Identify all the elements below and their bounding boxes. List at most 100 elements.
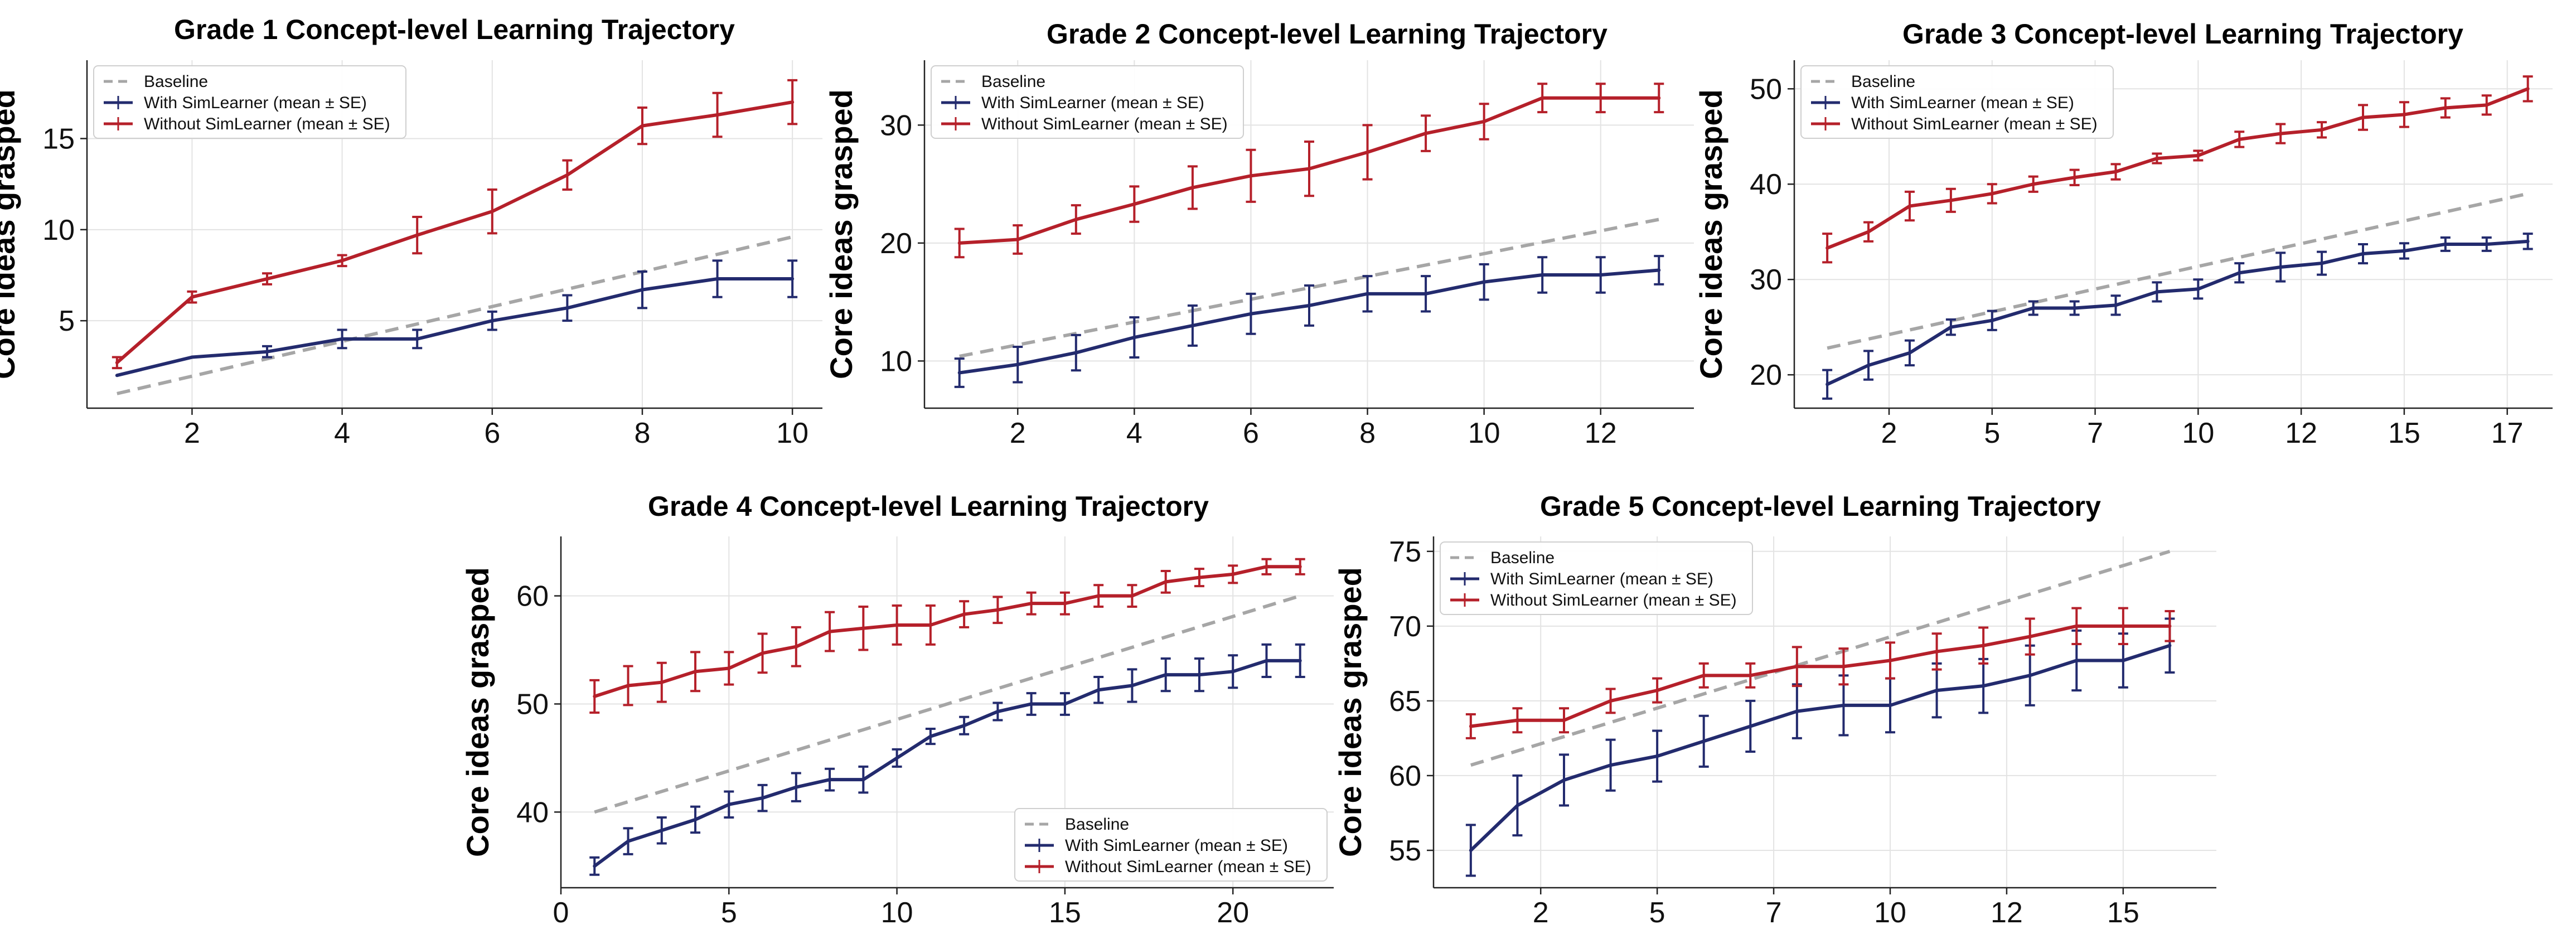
without-simlearner-point [2402,113,2406,117]
with-simlearner-point [1842,703,1846,707]
with-simlearner-point [791,277,795,281]
chart-panel-grade-1: 2 4 6 8 10 5 10 15 Grade 1 Concept-level Learnin… [0,14,822,449]
without-simlearner-point [1826,246,1829,250]
legend-label: With SimLearner (mean ± SE) [144,94,367,112]
without-simlearner-point [794,645,798,649]
legend: Baseline With SimLearner (mean ± SE) Witho… [931,65,1244,139]
chart-panel-grade-4: 0 5 10 15 20 40 50 60 Grade 4 Concept-level Lear… [460,491,1334,929]
without-simlearner-point [490,210,494,214]
with-simlearner-point [2155,290,2159,294]
without-simlearner-point [2238,137,2241,141]
legend-label: With SimLearner (mean ± SE) [981,94,1204,112]
with-simlearner-point [415,337,419,341]
baseline-line [117,235,793,395]
without-simlearner-point [1599,96,1602,100]
without-simlearner-point [1097,594,1101,598]
with-simlearner-point [895,756,899,760]
x-tick-label: 6 [484,417,500,449]
without-simlearner-point [1935,650,1939,654]
with-simlearner-point [2443,242,2447,246]
without-simlearner-line [594,565,1300,698]
with-simlearner-point [861,778,865,782]
without-simlearner-point [996,608,1000,612]
with-simlearner-point [340,337,344,341]
without-simlearner-point [2031,182,2035,186]
without-simlearner-point [115,361,119,365]
legend-label: With SimLearner (mean ± SE) [1851,94,2074,112]
with-simlearner-point [1249,312,1253,316]
baseline-line [594,594,1301,814]
legend-box [93,65,406,139]
with-simlearner-point [2114,303,2118,307]
without-simlearner-point [1702,674,1706,677]
chart-panel-grade-2: 2 4 6 8 10 12 10 20 30 Grade 2 Concept-level Lear… [824,18,1694,449]
without-simlearner-point [565,173,569,177]
with-simlearner-point [593,864,597,868]
with-simlearner-point [2028,674,2032,677]
with-simlearner-point [1164,673,1168,677]
without-simlearner-point [895,623,899,627]
with-simlearner-point [1949,325,1953,329]
with-simlearner-point [715,277,719,281]
without-simlearner-point [1029,602,1033,606]
without-simlearner-point [727,666,731,670]
without-simlearner-point [957,241,961,245]
without-simlearner-point [1298,565,1302,569]
without-simlearner-point [1949,199,1953,202]
y-tick-label: 15 [42,123,75,155]
x-tick-label: 4 [334,417,350,449]
chart-panel-grade-3: 2 5 7 10 12 15 17 20 30 40 50 Grade 3 Concept-level… [1693,18,2553,449]
without-simlearner-point [2526,87,2530,91]
without-simlearner-point [2075,624,2079,628]
y-tick-label: 55 [1389,835,1421,867]
baseline-line [959,217,1659,358]
without-simlearner-point [2073,176,2076,180]
legend: Baseline With SimLearner (mean ± SE) Witho… [93,65,406,139]
y-axis-label: Core ideas grasped [460,567,495,857]
without-simlearner-point [1562,718,1566,722]
legend: Baseline With SimLearner (mean ± SE) Witho… [1440,541,1753,615]
x-tick-label: 5 [1649,897,1665,929]
with-simlearner-point [1029,702,1033,706]
with-simlearner-line [593,659,1300,868]
without-simlearner-point [1366,150,1369,154]
x-tick-label: 4 [1126,417,1142,449]
legend-label: Without SimLearner (mean ± SE) [1065,858,1311,876]
y-tick-label: 60 [1389,760,1421,792]
without-simlearner-line [1470,624,2170,728]
with-simlearner-point [1482,280,1486,284]
without-simlearner-point [1308,167,1311,171]
with-simlearner-point [962,724,966,728]
with-simlearner-point [1826,383,1829,386]
x-tick-label: 2 [1881,417,1897,449]
without-simlearner-point [1657,96,1661,100]
without-simlearner-point [2320,128,2324,132]
without-simlearner-point [2028,635,2032,638]
baseline-line [1470,549,2171,767]
without-simlearner-point [1749,674,1752,677]
y-tick-label: 10 [880,345,912,378]
with-simlearner-point [1655,754,1659,758]
with-simlearner-point [1298,659,1302,662]
with-simlearner-point [2279,265,2283,269]
x-tick-label: 2 [184,417,200,449]
without-simlearner-point [1074,217,1078,221]
without-simlearner-point [1190,186,1194,190]
chart-title: Grade 5 Concept-level Learning Trajector… [1540,491,2101,522]
y-axis-label: Core ideas grasped [1333,567,1368,857]
with-simlearner-point [928,734,932,738]
baseline-line [1827,192,2529,350]
y-tick-label: 10 [42,214,75,246]
x-tick-label: 15 [2388,417,2420,449]
with-simlearner-point [2031,306,2035,310]
with-simlearner-point [1190,323,1194,327]
with-simlearner-point [1541,273,1544,277]
x-tick-label: 20 [1217,897,1249,929]
x-tick-label: 10 [1874,897,1906,929]
y-tick-label: 5 [59,305,75,337]
without-simlearner-point [861,626,865,630]
x-tick-label: 17 [2491,417,2524,449]
with-simlearner-point [2238,271,2241,275]
legend-label: With SimLearner (mean ± SE) [1065,836,1288,855]
